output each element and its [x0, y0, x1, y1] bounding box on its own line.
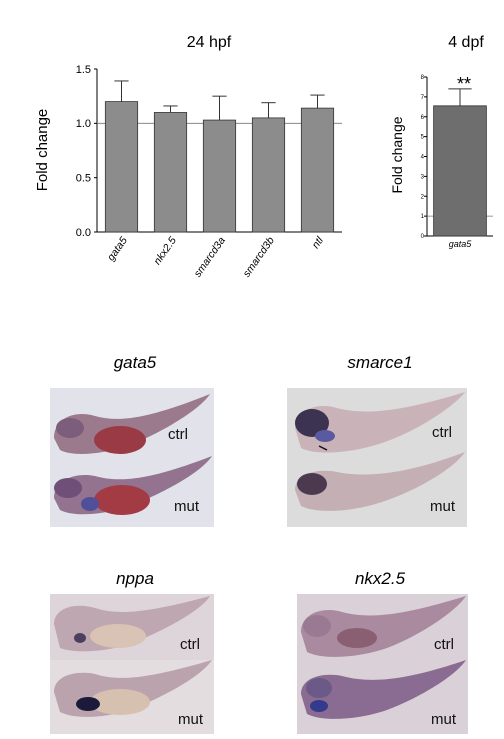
- photo-gata5: ctrl mut: [50, 388, 214, 527]
- chart-24hpf: 24 hpf Fold change 0.00.51.01.5 gata5 nkx…: [34, 34, 342, 279]
- panel-title-nppa: nppa: [116, 569, 154, 588]
- bar-smarcd3b: [251, 117, 286, 233]
- y-tick-label: 3: [421, 174, 425, 180]
- chart-4dpf-significance: **: [457, 74, 471, 94]
- y-tick-label: 1: [421, 214, 425, 220]
- label-ctrl-gata5: ctrl: [168, 426, 188, 443]
- y-tick-label: 0.0: [76, 227, 91, 239]
- panel-title-gata5: gata5: [113, 353, 157, 372]
- label-mut-smarce1: mut: [430, 498, 456, 515]
- photo-nppa: ctrl mut: [50, 594, 214, 734]
- y-tick-label: 8: [421, 75, 425, 81]
- y-tick-label: 4: [421, 155, 425, 161]
- y-tick-label: 7: [421, 95, 425, 101]
- bar-nkx2.5: [153, 112, 188, 233]
- chart-4dpf-title: 4 dpf: [448, 34, 484, 51]
- chart-4dpf: 4 dpf Fold change ** 0 1 2 3 4 5 6 7 8 gata5: [389, 34, 493, 249]
- label-ctrl-nkx25: ctrl: [434, 636, 454, 653]
- panel-title-nkx25: nkx2.5: [354, 569, 406, 588]
- y-tick-label: 6: [421, 115, 425, 121]
- embryo-gata5-image: [50, 388, 214, 527]
- embryo-nppa-image: [50, 594, 214, 734]
- panel-title-smarce1: smarce1: [347, 353, 413, 372]
- y-tick-label: 1.0: [76, 118, 91, 130]
- bar-ntl: [300, 107, 335, 233]
- chart-24hpf-ylabel: Fold change: [34, 109, 51, 192]
- label-mut-nkx25: mut: [431, 711, 457, 728]
- label-ctrl-smarce1: ctrl: [432, 424, 452, 441]
- chart-4dpf-ylabel: Fold change: [389, 116, 405, 193]
- photo-nkx25: ctrl mut: [297, 594, 468, 734]
- photo-smarce1: ctrl mut: [287, 388, 467, 527]
- y-tick-label: 2: [421, 194, 425, 200]
- y-tick-label: 5: [421, 135, 425, 141]
- chart-24hpf-title: 24 hpf: [187, 34, 232, 51]
- label-ctrl-nppa: ctrl: [180, 636, 200, 653]
- embryo-nkx25-image: [297, 594, 468, 734]
- y-tick-label: 0.5: [76, 173, 91, 185]
- bar-gata5: [433, 105, 487, 237]
- label-mut-gata5: mut: [174, 498, 200, 515]
- label-mut-nppa: mut: [178, 711, 204, 728]
- embryo-smarce1-image: [287, 388, 467, 527]
- y-tick-label: 0: [421, 234, 425, 240]
- bar-gata5: [104, 101, 139, 233]
- y-tick-label: 1.5: [76, 64, 91, 76]
- category-label-gata5: gata5: [449, 239, 473, 249]
